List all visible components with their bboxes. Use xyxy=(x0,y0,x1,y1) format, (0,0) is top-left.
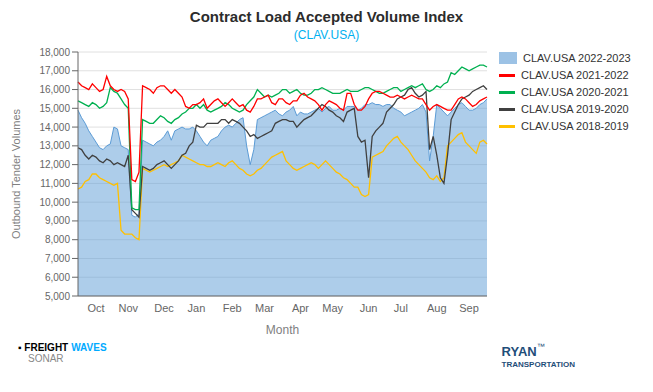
svg-text:Nov: Nov xyxy=(118,302,138,314)
svg-text:Dec: Dec xyxy=(154,302,174,314)
html-text:CLAV.USA 2020-2021: CLAV.USA 2020-2021 xyxy=(521,86,629,98)
svg-text:Oct: Oct xyxy=(87,302,104,314)
html-text:▪ FREIGHT WAVES: ▪ FREIGHT WAVES xyxy=(18,342,107,353)
svg-text:17,000: 17,000 xyxy=(39,65,70,76)
html-text:SONAR: SONAR xyxy=(28,353,64,364)
svg-text:May: May xyxy=(322,302,343,314)
svg-text:Aug: Aug xyxy=(427,302,447,314)
svg-text:16,000: 16,000 xyxy=(39,84,70,95)
svg-text:Jul: Jul xyxy=(394,302,408,314)
svg-text:15,000: 15,000 xyxy=(39,103,70,114)
svg-text:Outbound Tender Volumes: Outbound Tender Volumes xyxy=(10,108,22,239)
svg-text:Jun: Jun xyxy=(360,302,378,314)
svg-text:13,000: 13,000 xyxy=(39,140,70,151)
svg-text:Month: Month xyxy=(266,323,299,337)
html-text:(CLAV.USA): (CLAV.USA) xyxy=(293,28,360,42)
svg-text:8,000: 8,000 xyxy=(45,234,70,245)
html-text:RYAN™: RYAN™ xyxy=(501,342,545,359)
svg-text:Feb: Feb xyxy=(223,302,242,314)
svg-text:18,000: 18,000 xyxy=(39,47,70,58)
html-text:CLAV.USA 2022-2023: CLAV.USA 2022-2023 xyxy=(523,52,631,64)
svg-text:Mar: Mar xyxy=(255,302,274,314)
svg-text:11,000: 11,000 xyxy=(40,178,70,189)
html-text:CLAV.USA 2018-2019: CLAV.USA 2018-2019 xyxy=(521,120,629,132)
svg-text:6,000: 6,000 xyxy=(45,272,70,283)
html-text:CLAV.USA 2021-2022: CLAV.USA 2021-2022 xyxy=(521,69,629,81)
svg-text:Sep: Sep xyxy=(459,302,479,314)
svg-text:Jan: Jan xyxy=(188,302,206,314)
svg-text:Apr: Apr xyxy=(292,302,309,314)
html-text:TRANSPORTATION: TRANSPORTATION xyxy=(501,360,575,369)
html-text:Contract Load Accepted Volume: Contract Load Accepted Volume Index xyxy=(189,8,464,25)
svg-text:9,000: 9,000 xyxy=(45,215,70,226)
svg-text:10,000: 10,000 xyxy=(39,197,70,208)
svg-text:7,000: 7,000 xyxy=(45,253,70,264)
html-text:CLAV.USA 2019-2020: CLAV.USA 2019-2020 xyxy=(521,103,629,115)
svg-text:5,000: 5,000 xyxy=(45,291,70,302)
svg-text:12,000: 12,000 xyxy=(39,159,70,170)
svg-text:14,000: 14,000 xyxy=(39,122,70,133)
